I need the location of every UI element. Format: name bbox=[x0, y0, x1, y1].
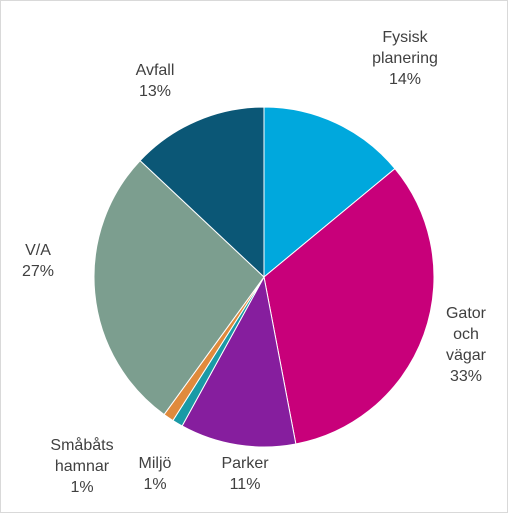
slice-label: Avfall 13% bbox=[136, 62, 175, 100]
category-label: Avfall bbox=[136, 62, 175, 79]
slice-label: Gator och vägar 33% bbox=[446, 305, 487, 385]
value-label: 14% bbox=[389, 71, 421, 88]
category-line: Småbåts bbox=[50, 436, 113, 454]
slice-label: Småbåts hamnar 1% bbox=[50, 436, 113, 496]
value-label: 13% bbox=[139, 83, 171, 100]
slice-label: Parker 11% bbox=[221, 455, 269, 493]
category-line: planering bbox=[372, 50, 438, 67]
category-line: Parker bbox=[221, 455, 269, 472]
category-label: Gator och vägar bbox=[446, 305, 487, 364]
pie-slice bbox=[139, 106, 265, 279]
slice-label: V/A 27% bbox=[22, 242, 54, 280]
pie-slice bbox=[263, 167, 435, 445]
category-label: Småbåts hamnar bbox=[50, 436, 113, 475]
category-label: Miljö bbox=[139, 455, 172, 472]
category-label: Parker bbox=[221, 455, 269, 472]
pie-slice bbox=[263, 106, 396, 279]
pie-slice bbox=[93, 159, 265, 416]
slice-label: Miljö 1% bbox=[139, 455, 172, 493]
slice-label: Fysisk planering 14% bbox=[372, 29, 438, 88]
category-line: Avfall bbox=[136, 62, 175, 79]
category-label: Fysisk planering bbox=[372, 29, 438, 67]
category-line: Miljö bbox=[139, 455, 172, 472]
category-line: vägar bbox=[446, 347, 487, 364]
category-line: hamnar bbox=[55, 458, 110, 475]
category-line: V/A bbox=[25, 242, 51, 259]
value-label: 1% bbox=[143, 476, 166, 493]
value-label: 33% bbox=[450, 368, 482, 385]
category-label: V/A bbox=[25, 242, 51, 259]
category-line: och bbox=[453, 326, 479, 343]
value-label: 11% bbox=[230, 476, 261, 493]
category-line: Fysisk bbox=[382, 29, 428, 46]
value-label: 27% bbox=[22, 263, 54, 280]
value-label: 1% bbox=[70, 479, 93, 496]
pie-slice bbox=[181, 275, 297, 448]
category-line: Gator bbox=[446, 305, 487, 322]
